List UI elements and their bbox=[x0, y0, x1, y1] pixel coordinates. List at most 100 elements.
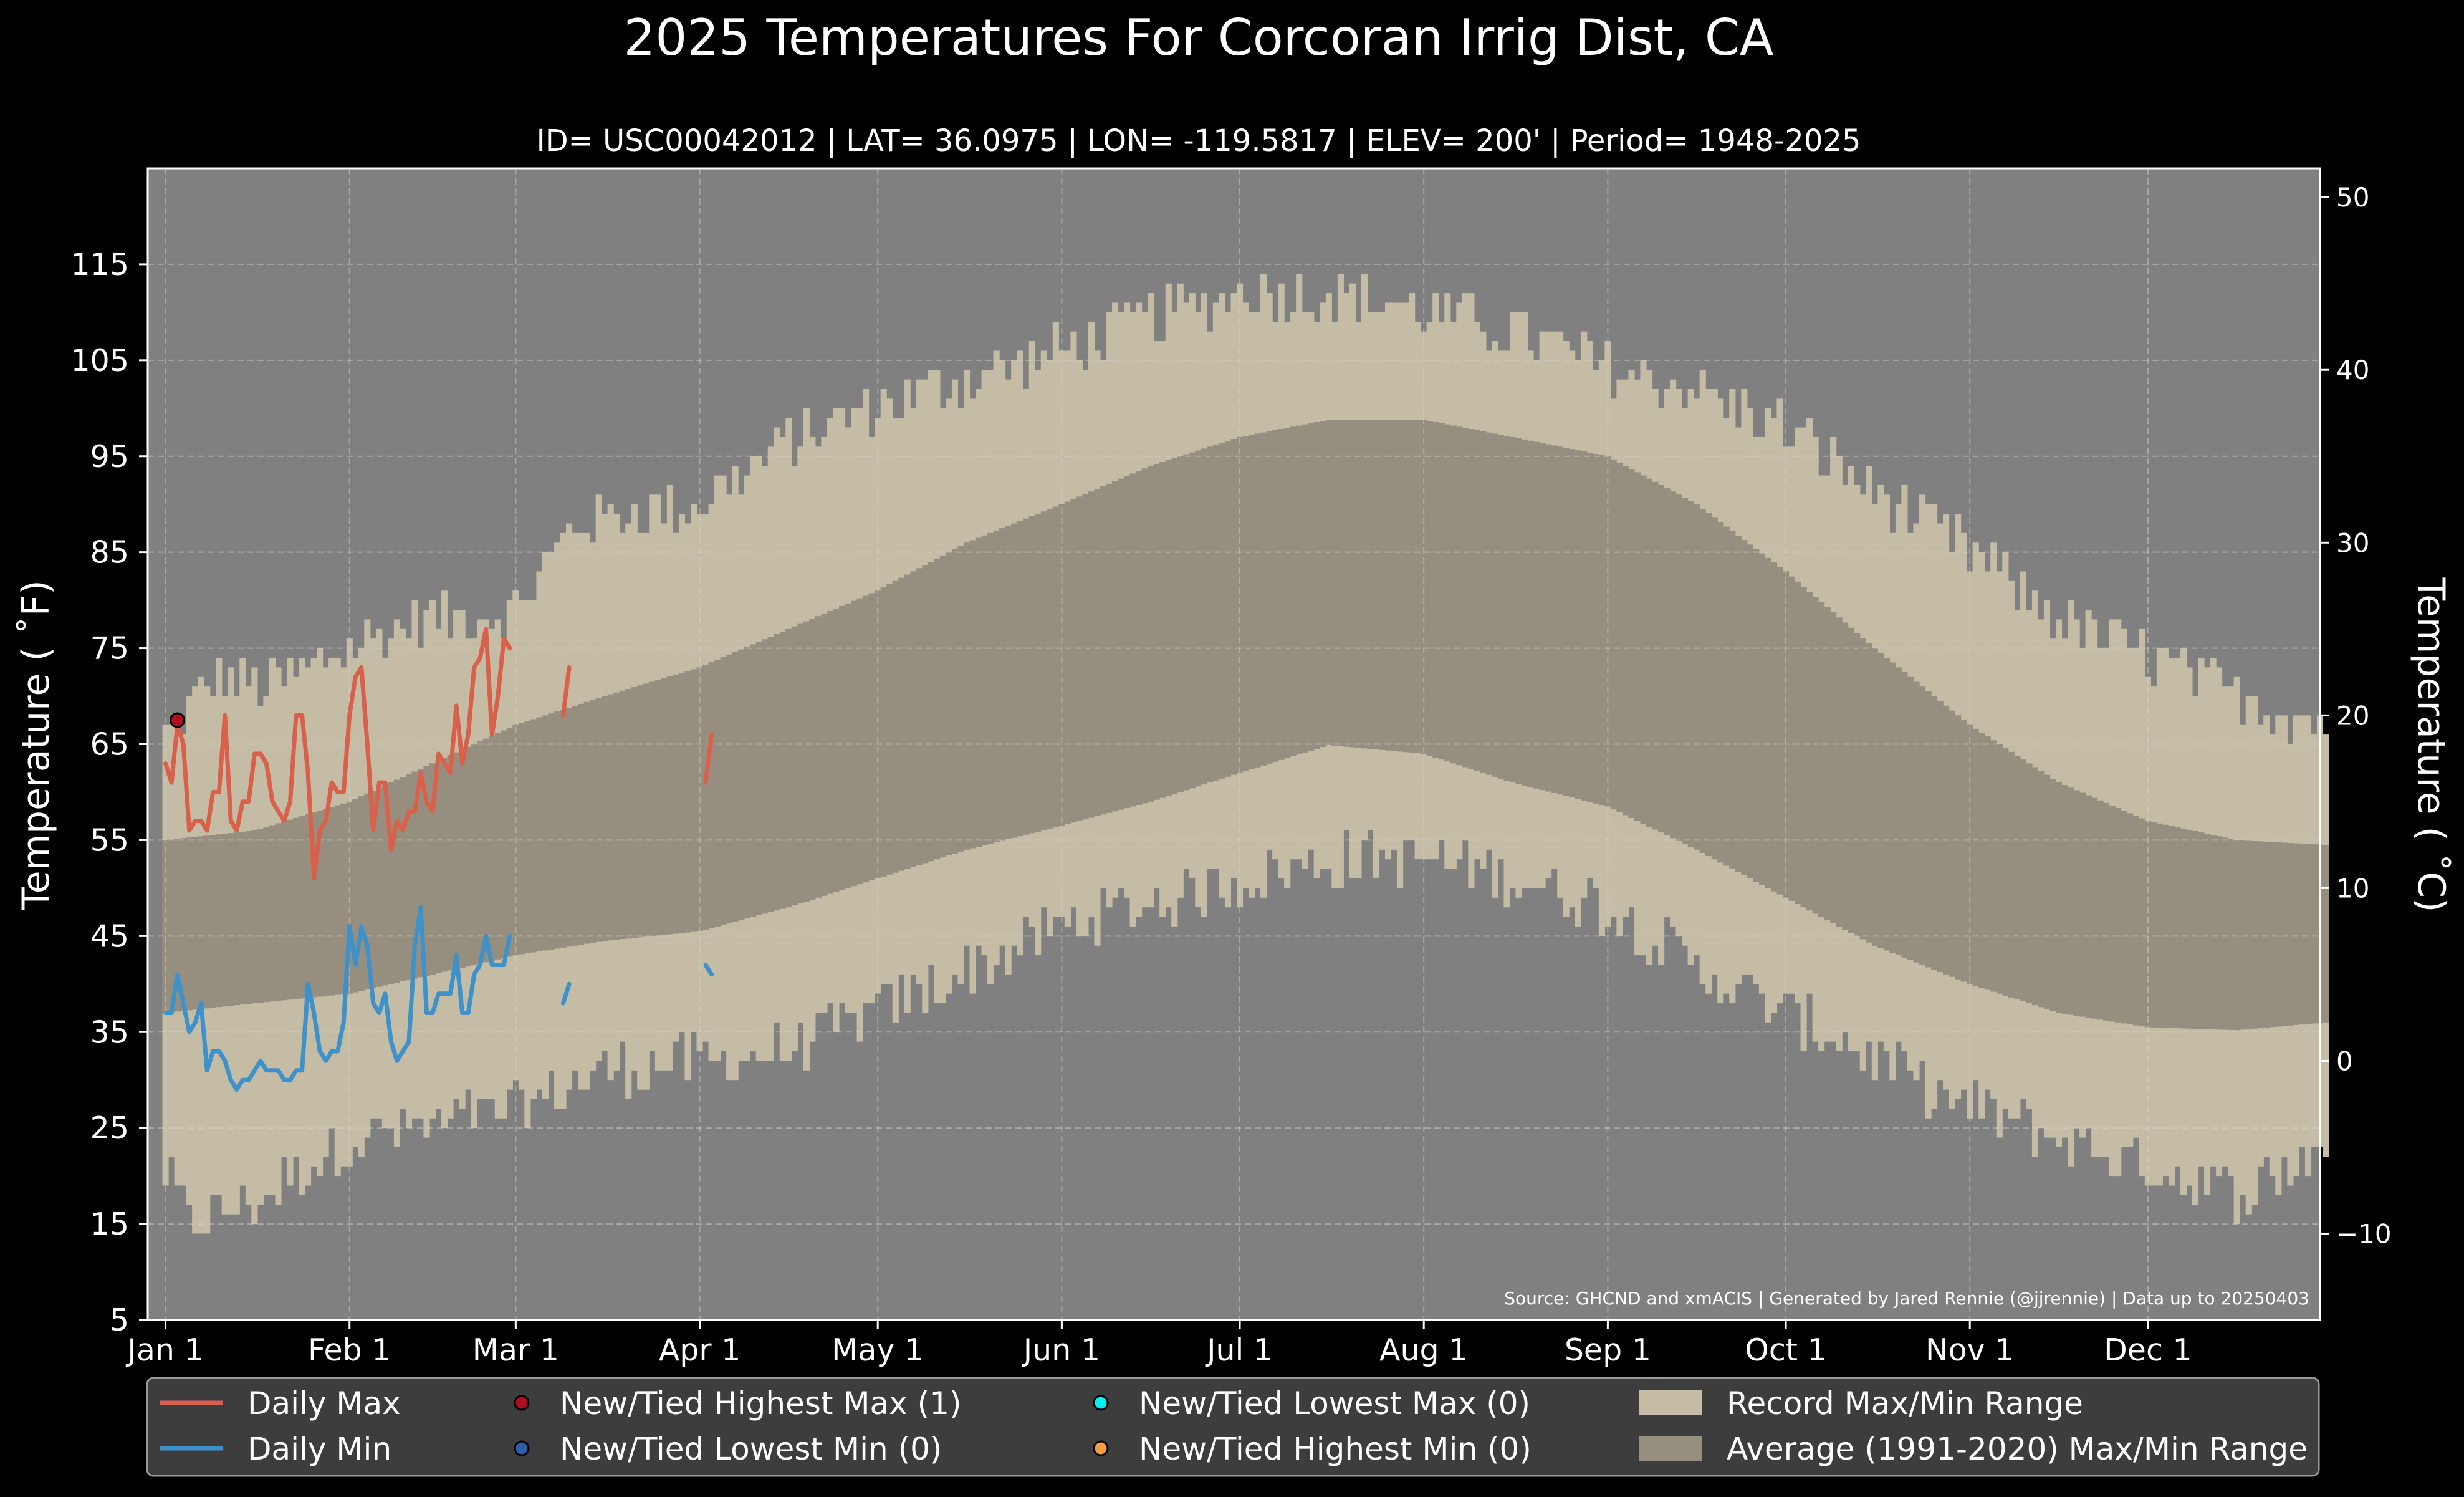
average-range-bar bbox=[305, 814, 312, 998]
average-range-bar bbox=[1153, 464, 1160, 800]
average-range-bar bbox=[578, 703, 585, 945]
average-range-bar bbox=[2085, 795, 2092, 1018]
average-range-bar bbox=[1883, 657, 1890, 951]
average-range-bar bbox=[1242, 436, 1249, 771]
average-range-bar bbox=[1385, 420, 1392, 751]
left-axis-ticks: 5 15 25 35 45 55 65 75 85 95 105 115 bbox=[70, 247, 148, 1338]
average-range-bar bbox=[815, 616, 822, 898]
right-tick-label: 0 bbox=[2336, 1046, 2353, 1076]
average-range-bar bbox=[1212, 445, 1219, 781]
average-range-bar bbox=[447, 755, 454, 971]
average-range-bar bbox=[411, 771, 418, 979]
average-range-bar bbox=[2121, 811, 2127, 1024]
average-range-bar bbox=[803, 621, 810, 902]
average-range-bar bbox=[1729, 531, 1736, 869]
average-range-bar bbox=[2287, 843, 2294, 1026]
average-range-bar bbox=[2055, 782, 2063, 1013]
legend: Daily Max Daily Min New/Tied Highest Max (… bbox=[146, 1377, 2320, 1477]
average-range-bar bbox=[1515, 438, 1522, 784]
average-range-bar bbox=[2002, 748, 2009, 996]
average-range-bar bbox=[1581, 451, 1588, 801]
average-range-bar bbox=[317, 811, 324, 997]
average-range-bar bbox=[221, 834, 228, 1007]
right-tick-label: 50 bbox=[2336, 182, 2369, 213]
legend-swatch-patch bbox=[1639, 1436, 1702, 1461]
record-points bbox=[170, 712, 186, 728]
average-range-bar bbox=[204, 835, 211, 1009]
average-range-bar bbox=[637, 685, 644, 938]
average-range-bar bbox=[1058, 504, 1065, 826]
average-range-bar bbox=[785, 628, 792, 908]
average-range-bar bbox=[2068, 787, 2074, 1015]
legend-label: Record Max/Min Range bbox=[1727, 1385, 2083, 1422]
average-range-bar bbox=[2233, 840, 2240, 1031]
average-range-bar bbox=[1723, 526, 1730, 866]
average-range-bar bbox=[388, 782, 395, 984]
average-range-bar bbox=[471, 744, 477, 965]
average-range-bar bbox=[512, 724, 519, 956]
series-line-daily-min bbox=[561, 981, 572, 1006]
average-range-bar bbox=[708, 662, 715, 928]
average-range-bar bbox=[1278, 429, 1285, 760]
average-range-bar bbox=[643, 683, 650, 937]
average-range-bar bbox=[1224, 441, 1232, 777]
legend-swatch-dot bbox=[514, 1395, 530, 1411]
average-range-bar bbox=[1148, 466, 1154, 802]
average-range-bar bbox=[1563, 448, 1570, 796]
average-range-bar bbox=[1302, 424, 1308, 753]
average-range-bar bbox=[524, 721, 531, 954]
average-range-bar bbox=[2073, 790, 2080, 1016]
average-range-bar bbox=[1616, 463, 1623, 812]
legend-label: Average (1991-2020) Max/Min Range bbox=[1727, 1431, 2308, 1467]
average-range-bar bbox=[1634, 472, 1641, 821]
average-range-bar bbox=[174, 839, 181, 1012]
average-range-bar bbox=[1373, 420, 1380, 749]
average-range-bar bbox=[726, 654, 733, 923]
legend-label: New/Tied Lowest Min (0) bbox=[560, 1431, 942, 1467]
average-range-bar bbox=[1675, 494, 1682, 841]
average-range-bar bbox=[518, 723, 525, 955]
average-range-bar bbox=[619, 690, 626, 940]
average-range-bar bbox=[583, 701, 590, 944]
average-range-bar bbox=[435, 760, 442, 973]
average-range-bar bbox=[1028, 516, 1035, 834]
average-range-bar bbox=[981, 535, 988, 845]
average-range-bar bbox=[1901, 672, 1908, 958]
average-range-bar bbox=[1094, 489, 1101, 816]
average-range-bar bbox=[1937, 701, 1944, 973]
average-range-bar bbox=[696, 667, 703, 931]
average-range-bar bbox=[1308, 423, 1315, 751]
average-range-bar bbox=[2304, 844, 2312, 1024]
average-range-bar bbox=[2103, 802, 2110, 1021]
average-range-bar bbox=[863, 595, 870, 883]
y-axis-label-right: Temperature ( ˚C) bbox=[2409, 577, 2453, 913]
average-range-bar bbox=[1219, 443, 1225, 779]
average-range-bar bbox=[2031, 767, 2039, 1006]
right-tick-label: −10 bbox=[2336, 1218, 2392, 1249]
average-range-bar bbox=[1776, 567, 1783, 895]
average-range-bar bbox=[2198, 832, 2205, 1029]
average-range-bar bbox=[1907, 676, 1914, 960]
average-range-bar bbox=[233, 832, 240, 1006]
average-range-bar bbox=[548, 713, 555, 950]
average-range-bar bbox=[1397, 420, 1404, 752]
average-range-bar bbox=[2097, 800, 2104, 1020]
average-range-bar bbox=[1171, 458, 1178, 794]
average-range-bar bbox=[1533, 441, 1540, 789]
average-range-bar bbox=[1694, 504, 1700, 850]
y-tick-label: 45 bbox=[90, 918, 129, 954]
average-range-bar bbox=[2281, 842, 2288, 1026]
average-range-bar bbox=[2263, 841, 2270, 1028]
average-range-bar bbox=[1682, 498, 1689, 844]
average-range-bar bbox=[2127, 813, 2134, 1024]
y-tick-label: 75 bbox=[90, 631, 129, 667]
series-line-daily-min bbox=[163, 905, 512, 1092]
average-range-bar bbox=[1664, 488, 1671, 835]
average-range-bar bbox=[1177, 456, 1184, 792]
average-range-bar bbox=[280, 821, 288, 1001]
average-range-bar bbox=[851, 600, 858, 887]
average-range-bar bbox=[1035, 514, 1042, 832]
x-tick-label: Sep 1 bbox=[1565, 1332, 1651, 1368]
average-range-bar bbox=[1972, 728, 1979, 986]
